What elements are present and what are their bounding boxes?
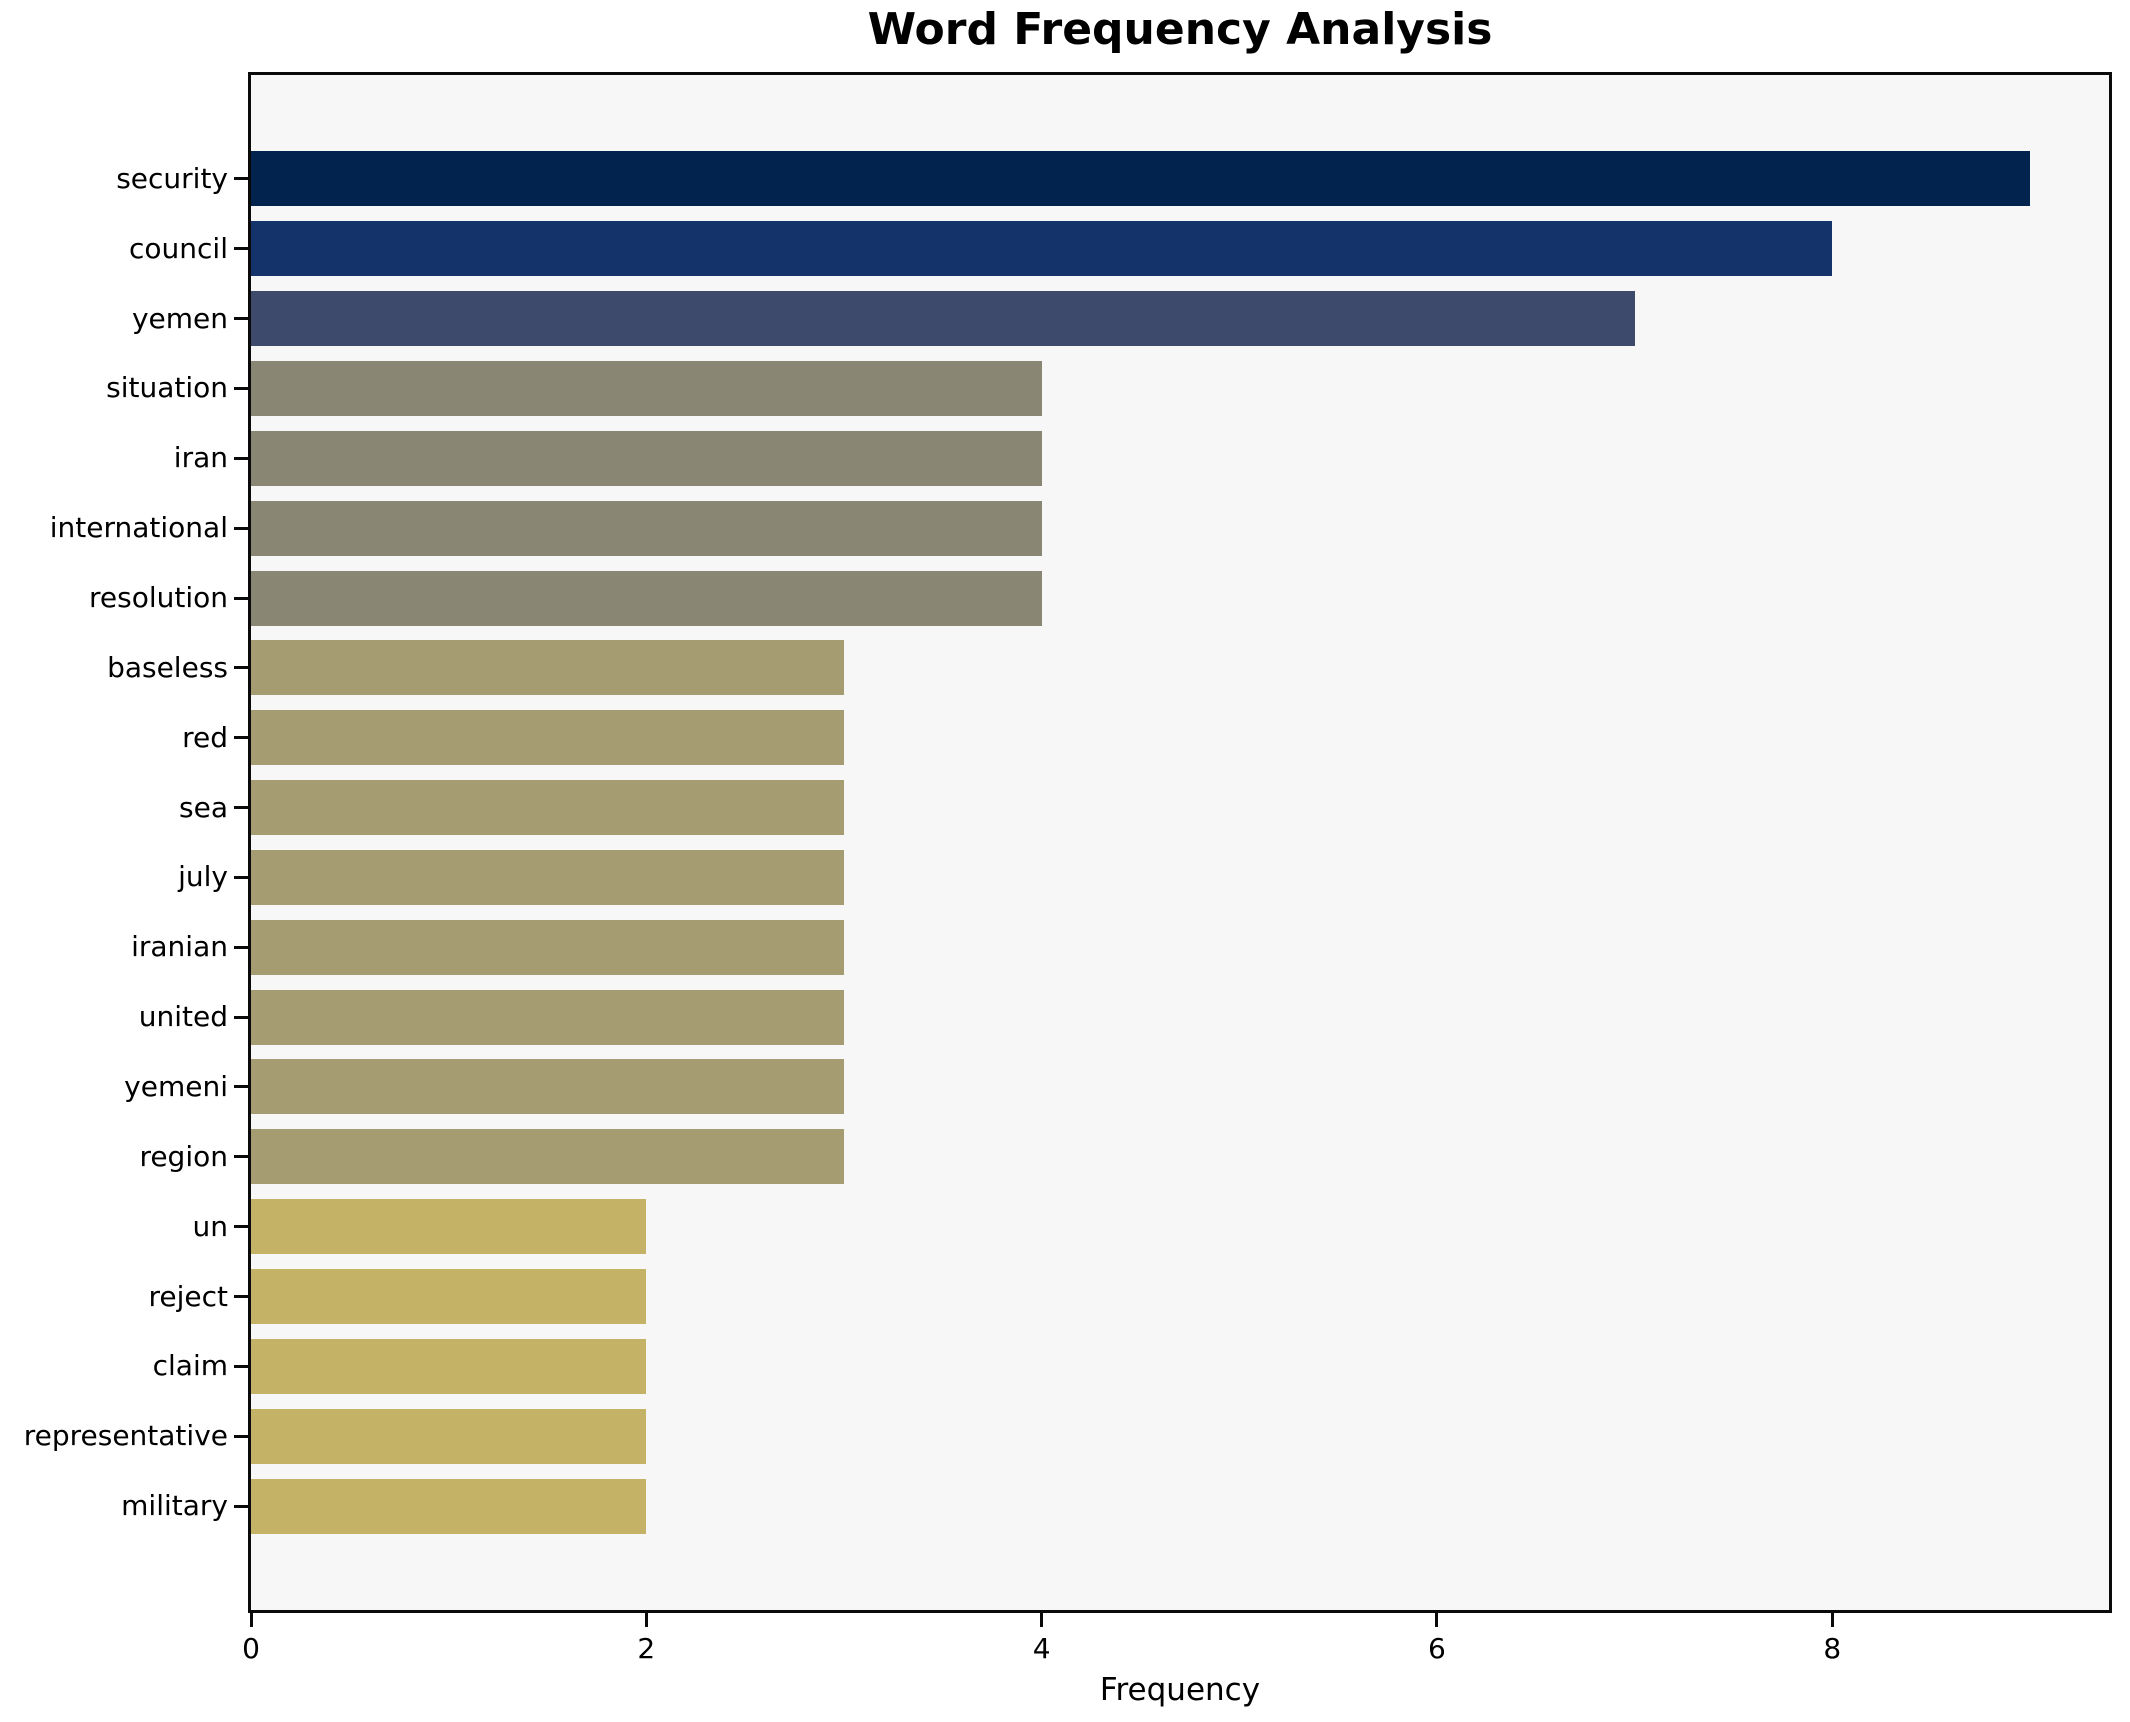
y-tick-mark	[234, 806, 248, 810]
y-tick-mark	[234, 1015, 248, 1019]
y-tick-label-iran: iran	[173, 441, 228, 475]
y-tick-mark	[234, 736, 248, 740]
y-tick-mark	[234, 875, 248, 879]
y-tick-label-yemen: yemen	[131, 301, 228, 335]
bar-situation	[251, 360, 1042, 416]
x-tick-mark	[1830, 1613, 1834, 1627]
y-tick-mark	[234, 1504, 248, 1508]
bar-baseless	[251, 640, 844, 696]
x-tick-mark	[644, 1613, 648, 1627]
x-tick-label-8: 8	[1823, 1632, 1842, 1665]
y-tick-mark	[234, 1155, 248, 1159]
y-tick-label-region: region	[139, 1139, 228, 1173]
y-tick-label-iranian: iranian	[131, 930, 228, 964]
y-tick-label-council: council	[129, 231, 228, 265]
bar-military	[251, 1478, 647, 1534]
bar-council	[251, 221, 1833, 277]
y-tick-mark	[234, 1225, 248, 1229]
y-tick-label-july: july	[178, 860, 228, 894]
bar-iranian	[251, 919, 844, 975]
bar-red	[251, 710, 844, 766]
y-tick-label-international: international	[49, 511, 228, 545]
y-tick-label-representative: representative	[23, 1419, 228, 1453]
bar-yemen	[251, 291, 1635, 347]
y-tick-mark	[234, 317, 248, 321]
bar-un	[251, 1199, 647, 1255]
bar-yemeni	[251, 1059, 844, 1115]
y-tick-mark	[234, 526, 248, 530]
y-tick-mark	[234, 247, 248, 251]
y-tick-label-reject: reject	[148, 1279, 228, 1313]
y-tick-label-claim: claim	[152, 1349, 228, 1383]
y-tick-label-sea: sea	[179, 790, 228, 824]
bar-july	[251, 849, 844, 905]
y-tick-mark	[234, 1364, 248, 1368]
bar-international	[251, 500, 1042, 556]
bar-iran	[251, 430, 1042, 486]
x-tick-label-0: 0	[242, 1632, 260, 1665]
y-tick-label-red: red	[182, 720, 228, 754]
x-tick-label-2: 2	[637, 1632, 656, 1665]
bar-region	[251, 1129, 844, 1185]
y-tick-label-yemeni: yemeni	[124, 1069, 228, 1103]
chart-title: Word Frequency Analysis	[867, 4, 1493, 55]
y-tick-mark	[234, 1085, 248, 1089]
y-tick-mark	[234, 666, 248, 670]
bar-representative	[251, 1408, 647, 1464]
bar-reject	[251, 1269, 647, 1325]
y-tick-mark	[234, 1434, 248, 1438]
bar-resolution	[251, 570, 1042, 626]
y-tick-label-security: security	[116, 161, 228, 195]
y-tick-label-united: united	[138, 1000, 228, 1034]
y-tick-label-military: military	[121, 1489, 228, 1523]
y-tick-label-resolution: resolution	[88, 581, 228, 615]
x-tick-label-6: 6	[1428, 1632, 1446, 1665]
x-tick-mark	[1435, 1613, 1439, 1627]
bar-sea	[251, 780, 844, 836]
y-tick-label-un: un	[192, 1209, 229, 1243]
y-tick-mark	[234, 945, 248, 949]
y-tick-label-situation: situation	[106, 371, 228, 405]
x-axis-label: Frequency	[1099, 1672, 1261, 1708]
y-tick-label-baseless: baseless	[107, 650, 228, 684]
y-tick-mark	[234, 596, 248, 600]
bar-united	[251, 989, 844, 1045]
x-tick-mark	[1040, 1613, 1044, 1627]
x-tick-label-4: 4	[1032, 1632, 1051, 1665]
y-tick-mark	[234, 1295, 248, 1299]
bar-security	[251, 151, 2030, 207]
y-tick-mark	[234, 177, 248, 181]
y-tick-mark	[234, 456, 248, 460]
x-tick-mark	[249, 1613, 253, 1627]
bar-claim	[251, 1338, 647, 1394]
y-tick-mark	[234, 386, 248, 390]
plot-area	[248, 72, 2112, 1613]
